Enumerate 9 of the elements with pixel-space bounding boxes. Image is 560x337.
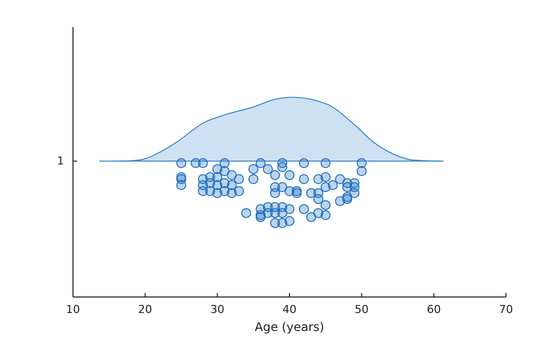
x-tick-label: 50	[354, 303, 369, 316]
x-tick-label: 30	[210, 303, 224, 316]
x-tick-label: 40	[282, 303, 296, 316]
x-tick-label: 60	[426, 303, 441, 316]
text: 1	[57, 154, 64, 168]
x-tick-label: 10	[66, 303, 80, 316]
x-axis-title: Age (years)	[254, 320, 324, 334]
x-tick-label: 70	[499, 303, 513, 316]
x-tick-label: 20	[138, 303, 152, 316]
